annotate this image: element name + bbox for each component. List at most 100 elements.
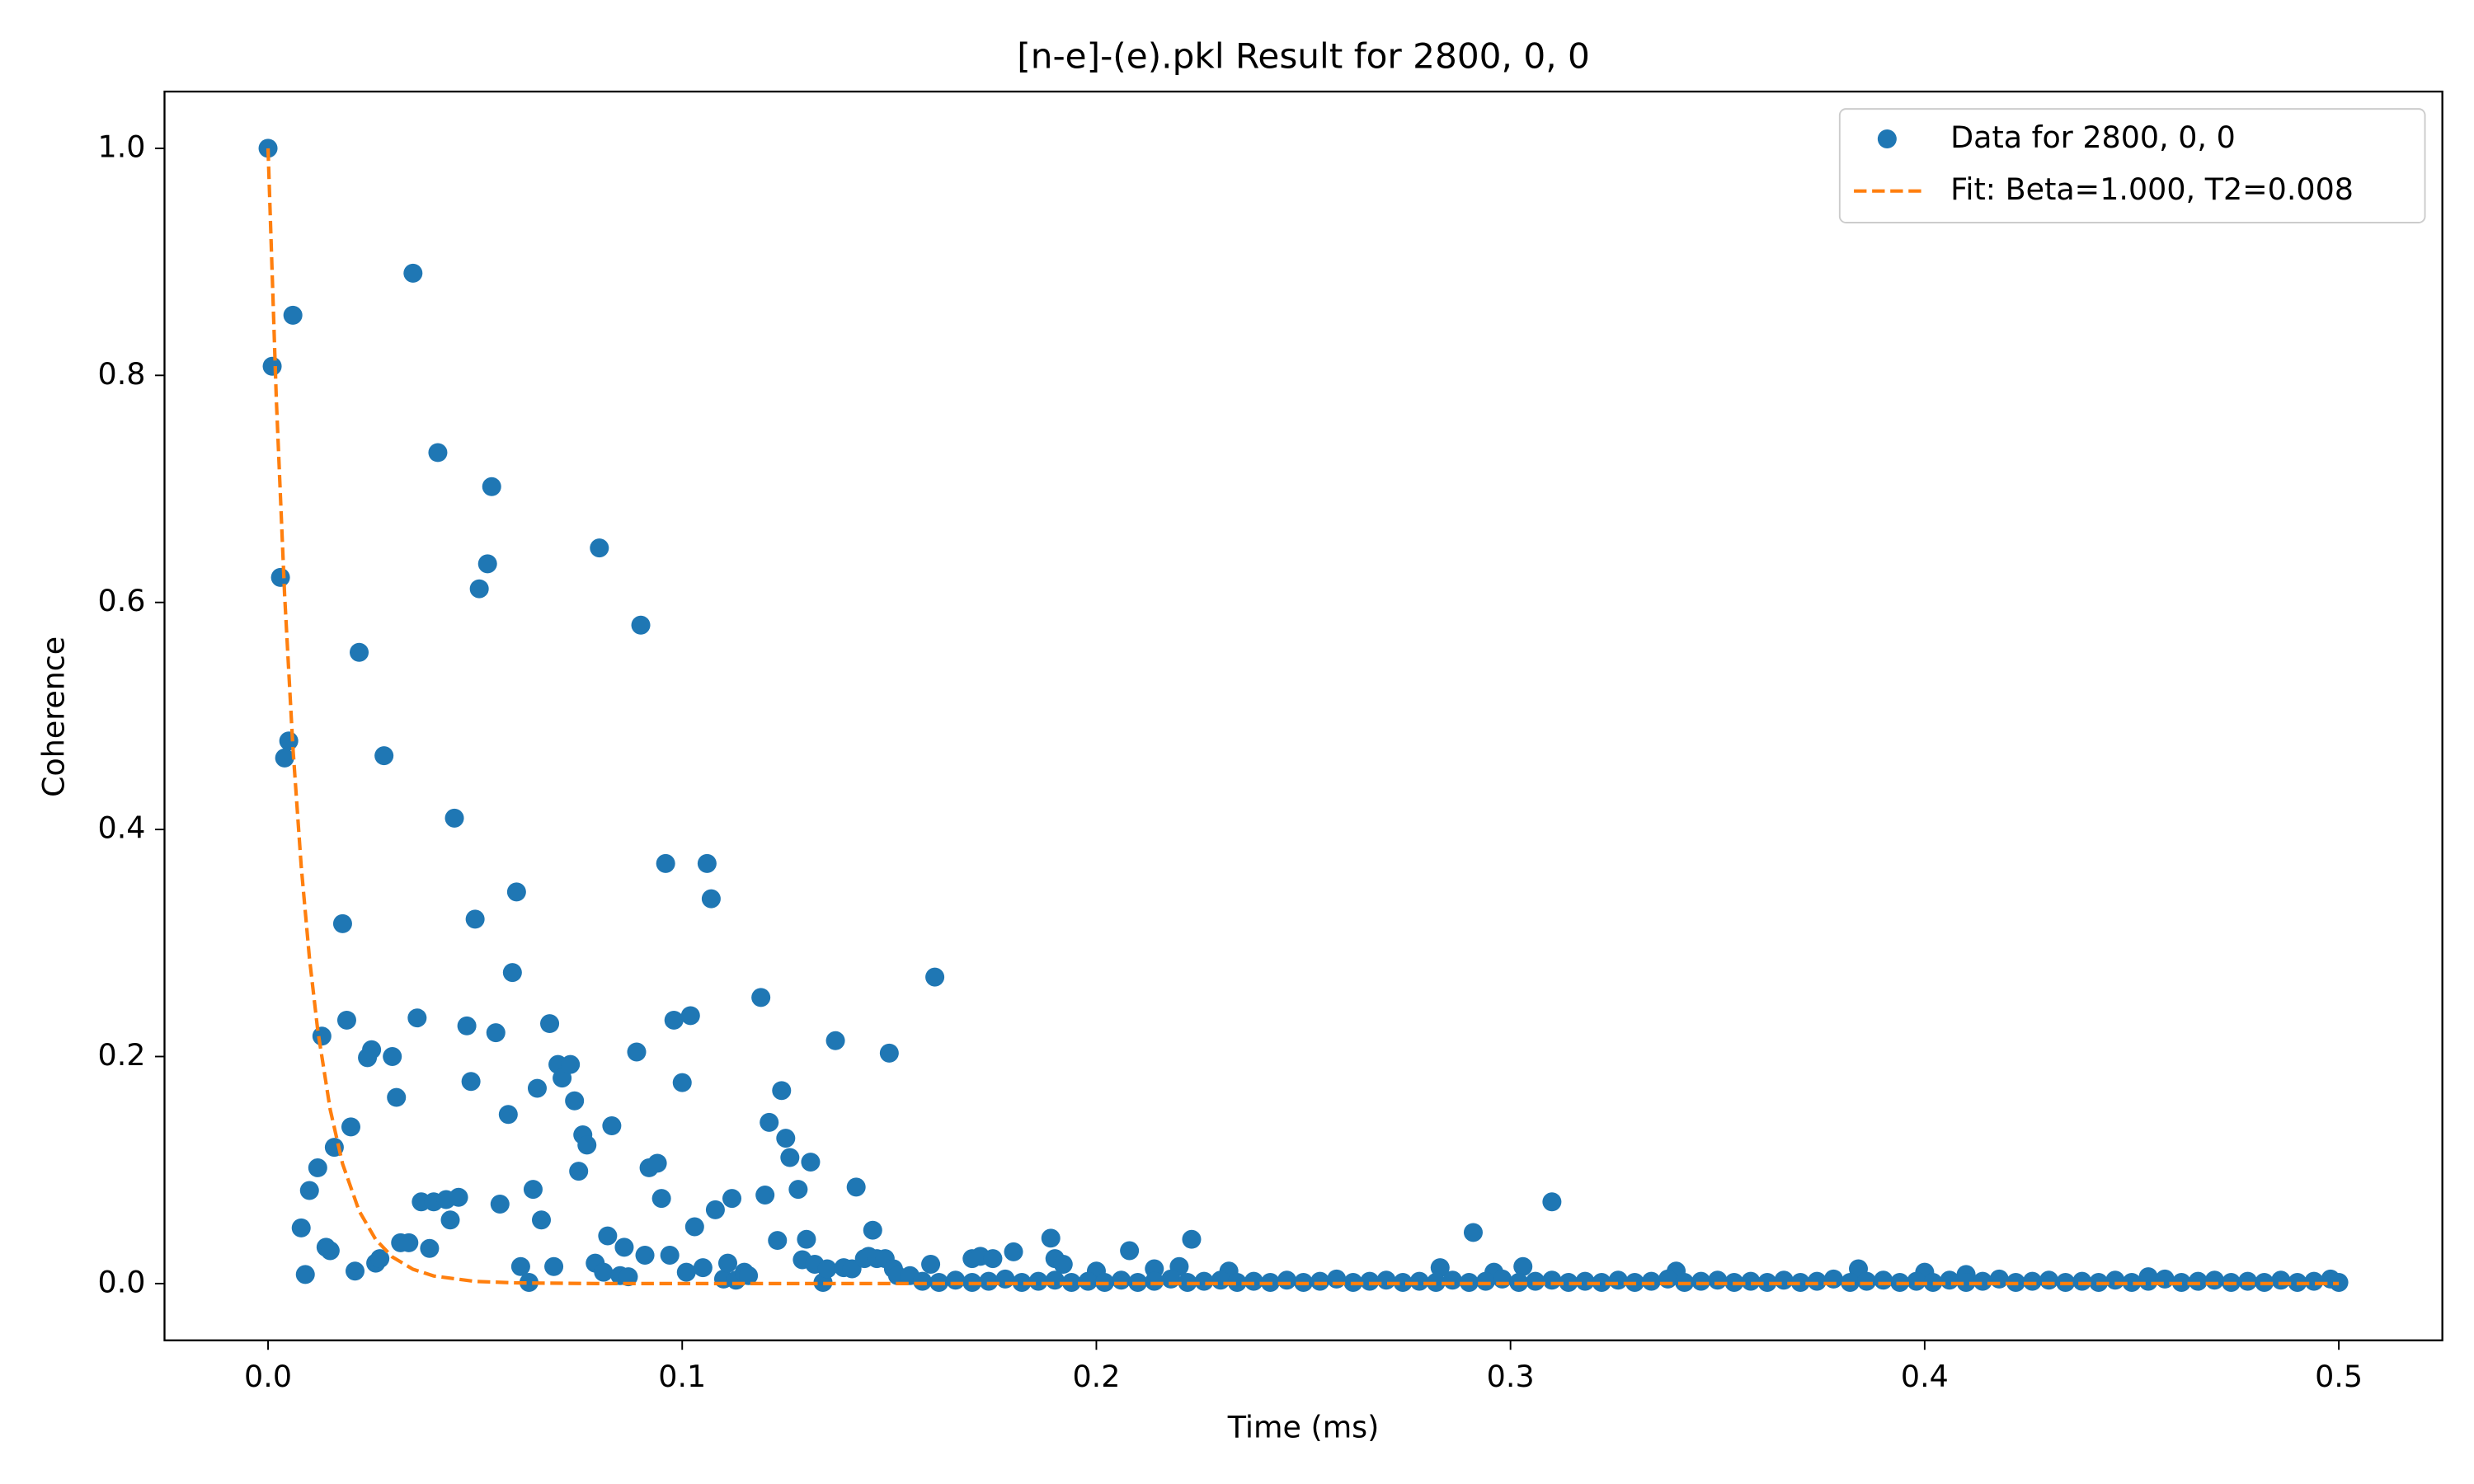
data-point: [772, 1081, 792, 1101]
data-point: [374, 746, 394, 766]
data-point: [1774, 1270, 1794, 1290]
data-point: [486, 1023, 506, 1043]
data-point: [1161, 1269, 1181, 1289]
data-point: [428, 443, 448, 463]
data-point: [1907, 1271, 1926, 1291]
data-point: [913, 1271, 933, 1291]
x-tick-label: 0.3: [1487, 1359, 1535, 1394]
data-point: [590, 538, 609, 558]
data-point: [801, 1153, 821, 1172]
data-point: [701, 889, 721, 909]
data-point: [336, 1010, 356, 1030]
data-point: [1691, 1271, 1711, 1291]
data-point: [2105, 1270, 2125, 1290]
data-point: [1112, 1270, 1131, 1290]
data-point: [797, 1229, 816, 1249]
data-point: [751, 988, 771, 1007]
y-axis-label: Coherence: [36, 636, 72, 797]
data-point: [1973, 1271, 1992, 1291]
data-point: [614, 1237, 634, 1257]
data-point: [676, 1262, 696, 1282]
x-tick-label: 0.4: [1901, 1359, 1949, 1394]
data-point: [846, 1177, 866, 1197]
legend-label: Data for 2800, 0, 0: [1950, 120, 2236, 155]
data-point: [403, 263, 423, 283]
data-point: [979, 1271, 999, 1291]
data-point: [776, 1129, 796, 1148]
data-point: [490, 1195, 510, 1214]
y-tick-label: 0.6: [98, 583, 146, 618]
data-point: [672, 1073, 692, 1092]
y-tick-label: 1.0: [98, 129, 146, 164]
data-point: [2022, 1271, 2042, 1291]
data-point: [531, 1210, 552, 1230]
data-point: [2122, 1273, 2142, 1293]
data-point: [1542, 1270, 1562, 1290]
data-point: [308, 1158, 327, 1177]
data-point: [510, 1256, 530, 1276]
data-point: [739, 1266, 759, 1285]
data-point: [1956, 1273, 1976, 1293]
legend-marker: [1877, 129, 1897, 148]
data-point: [523, 1180, 543, 1200]
data-point: [387, 1087, 407, 1107]
data-point: [399, 1233, 419, 1252]
data-point: [2039, 1270, 2059, 1290]
data-point: [1327, 1269, 1347, 1289]
data-point: [1012, 1273, 1032, 1293]
data-point: [1608, 1270, 1628, 1290]
data-point: [664, 1010, 684, 1030]
data-point: [631, 615, 651, 635]
data-point: [1041, 1228, 1061, 1248]
data-point: [995, 1269, 1015, 1289]
data-point: [1053, 1254, 1073, 1274]
data-point: [1277, 1270, 1296, 1290]
data-point: [262, 356, 282, 376]
data-point: [1493, 1269, 1512, 1289]
data-point: [561, 1054, 581, 1074]
data-point: [1463, 1223, 1483, 1242]
data-point: [1807, 1271, 1827, 1291]
y-tick-label: 0.4: [98, 810, 146, 846]
data-point: [594, 1262, 614, 1282]
data-point: [1559, 1273, 1578, 1293]
data-point: [2155, 1269, 2175, 1289]
data-point: [697, 853, 717, 873]
data-point: [760, 1112, 779, 1132]
data-point: [1790, 1273, 1810, 1293]
data-point: [788, 1180, 808, 1200]
data-point: [312, 1026, 332, 1046]
data-point: [602, 1116, 622, 1135]
data-point: [1227, 1273, 1247, 1293]
data-point: [879, 1043, 899, 1063]
data-point: [270, 567, 290, 587]
legend-box: [1838, 108, 2426, 223]
data-point: [332, 913, 352, 933]
data-point: [780, 1148, 800, 1167]
data-point: [817, 1259, 837, 1279]
y-tick-label: 0.2: [98, 1037, 146, 1073]
data-point: [362, 1040, 382, 1059]
data-point: [684, 1217, 704, 1237]
data-point: [544, 1256, 564, 1276]
data-point: [1028, 1271, 1048, 1291]
data-point: [1045, 1270, 1065, 1290]
data-point: [1857, 1271, 1877, 1291]
data-point: [1145, 1271, 1164, 1291]
data-point: [863, 1220, 882, 1240]
data-point: [1757, 1273, 1777, 1293]
data-point: [540, 1014, 560, 1034]
data-point: [295, 1265, 315, 1284]
data-point: [1310, 1271, 1330, 1291]
data-point: [1182, 1229, 1202, 1249]
series-layer: [258, 139, 2349, 1293]
data-point: [465, 909, 485, 929]
x-tick-label: 0.2: [1072, 1359, 1120, 1394]
data-point: [717, 1253, 738, 1273]
y-tick-label: 0.0: [98, 1264, 146, 1299]
data-point: [755, 1186, 775, 1205]
data-point: [469, 579, 489, 599]
data-point: [1244, 1271, 1263, 1291]
data-point: [1940, 1270, 1959, 1290]
data-point: [577, 1135, 597, 1155]
